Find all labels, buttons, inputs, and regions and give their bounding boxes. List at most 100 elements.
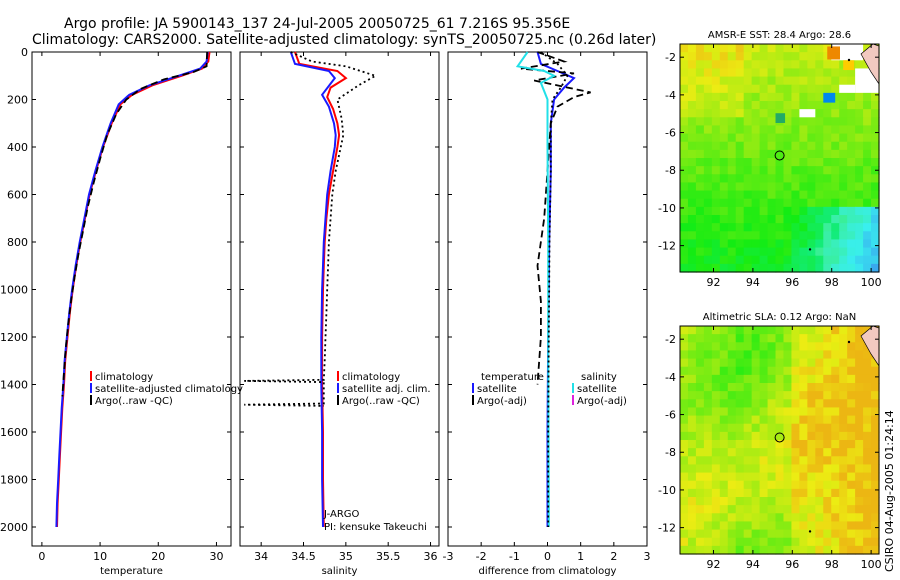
map-cell xyxy=(783,166,793,175)
map-cell xyxy=(759,472,769,482)
map-cell xyxy=(791,350,800,360)
map-cell xyxy=(791,334,800,343)
map-cell xyxy=(807,60,816,70)
map-cell xyxy=(719,545,729,555)
map-cell xyxy=(711,521,721,531)
map-cell xyxy=(719,480,729,490)
map-cell xyxy=(759,374,769,384)
x-axis-label: temperature xyxy=(100,566,163,577)
y-tick-label: -12 xyxy=(658,240,676,253)
map-cell xyxy=(687,206,697,216)
map-cell xyxy=(695,529,705,539)
map-cell xyxy=(727,350,737,360)
map-cell xyxy=(695,76,705,86)
map-cell xyxy=(831,456,840,466)
map-cell xyxy=(791,125,800,135)
map-cell xyxy=(767,415,777,425)
map-cell xyxy=(783,374,793,384)
map-cell xyxy=(791,92,800,102)
map-cell xyxy=(687,440,697,449)
map-cell xyxy=(695,247,705,257)
map-cell xyxy=(727,109,737,118)
map-cell xyxy=(680,149,689,159)
legend-salinity-label: Argo(..raw -QC) xyxy=(342,396,420,407)
map-cell xyxy=(743,125,753,135)
map-cell xyxy=(767,52,777,61)
map-cell xyxy=(775,537,785,547)
map-cell xyxy=(855,263,864,273)
map-cell xyxy=(759,366,769,376)
map-cell xyxy=(783,263,793,273)
map-cell xyxy=(767,391,777,400)
map-cell xyxy=(727,198,737,208)
map-cell xyxy=(863,223,872,232)
map-cell xyxy=(719,133,729,143)
map-cell xyxy=(775,44,785,53)
map-cell xyxy=(831,399,840,409)
map-cells xyxy=(680,326,880,555)
map-cell xyxy=(863,456,872,466)
y-tick-label: 1600 xyxy=(0,426,28,439)
map-cell xyxy=(687,415,697,425)
map-cell xyxy=(735,239,745,249)
y-tick-label: 1400 xyxy=(0,379,28,392)
map-cell xyxy=(855,326,864,335)
map-cell xyxy=(695,431,705,441)
map-cell xyxy=(783,247,793,257)
map-cell xyxy=(767,125,777,135)
map-cell xyxy=(871,488,880,498)
map-cell xyxy=(831,529,840,539)
map-cell xyxy=(823,464,832,474)
map-cell xyxy=(735,198,745,208)
map-cell xyxy=(687,109,697,118)
map-cell xyxy=(743,84,753,94)
map-cell xyxy=(839,117,848,127)
map-cell xyxy=(839,263,848,273)
map-cell xyxy=(855,149,864,159)
map-cell xyxy=(847,117,856,127)
map-cell xyxy=(743,488,753,498)
map-cell xyxy=(759,480,769,490)
map-cell xyxy=(711,198,721,208)
map-cell xyxy=(791,68,800,78)
map-cell xyxy=(687,480,697,490)
map-cell xyxy=(855,141,864,151)
map-cell xyxy=(823,166,832,175)
map-cell xyxy=(847,505,856,514)
map-cell xyxy=(695,456,705,466)
map-cell xyxy=(791,223,800,232)
map-cell xyxy=(767,448,777,457)
map-cell xyxy=(680,521,689,531)
map-cell xyxy=(807,263,816,273)
map-cell xyxy=(807,505,816,514)
map-cell xyxy=(719,334,729,343)
map-cell xyxy=(767,545,777,555)
map-cell xyxy=(815,521,824,531)
map-cell xyxy=(863,92,872,102)
map-cell xyxy=(839,448,848,457)
map-cell xyxy=(703,68,713,78)
map-cell xyxy=(815,399,824,409)
map-cell xyxy=(695,255,705,265)
map-cell xyxy=(703,141,713,151)
map-cell xyxy=(863,182,872,192)
map-cell xyxy=(791,247,800,257)
series-line-temperature-argo-adj- xyxy=(520,51,591,385)
map-cell xyxy=(743,247,753,257)
map-cell xyxy=(743,456,753,466)
map-cell xyxy=(807,391,816,400)
map-cell xyxy=(863,399,872,409)
map-cell xyxy=(815,215,824,224)
map-cell xyxy=(727,239,737,249)
map-cell xyxy=(799,190,808,200)
map-cell xyxy=(855,488,864,498)
map-cell xyxy=(735,440,745,449)
map-cell xyxy=(735,423,745,433)
map-cell xyxy=(735,358,745,368)
y-tick-label: -6 xyxy=(665,409,676,422)
map-cell xyxy=(759,182,769,192)
map-cell xyxy=(767,488,777,498)
map-cell xyxy=(783,521,793,531)
map-cell xyxy=(711,149,721,159)
map-cell xyxy=(823,480,832,490)
